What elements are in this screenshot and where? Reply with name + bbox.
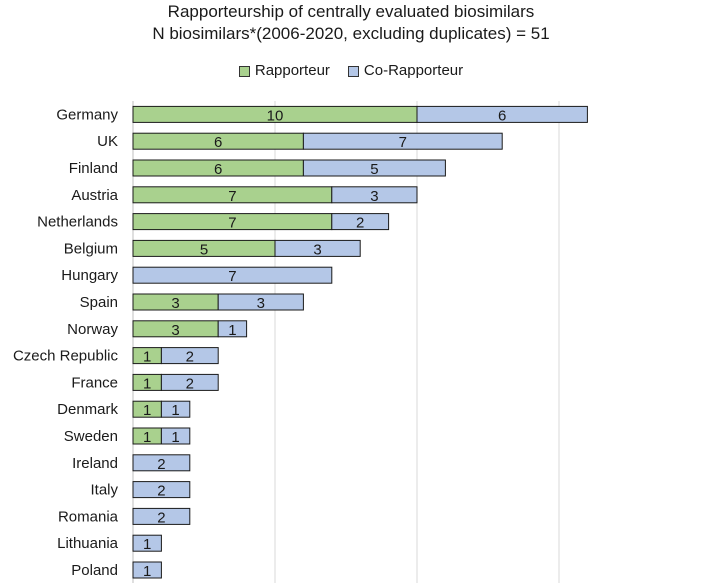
category-label-romania: Romania bbox=[58, 508, 119, 525]
data-label-ireland-co-rapporteur: 2 bbox=[157, 456, 165, 473]
data-label-germany-rapporteur: 10 bbox=[267, 107, 284, 124]
data-label-czech-republic-co-rapporteur: 2 bbox=[186, 349, 194, 366]
category-label-spain: Spain bbox=[80, 294, 118, 311]
category-label-lithuania: Lithuania bbox=[57, 535, 119, 552]
data-label-norway-co-rapporteur: 1 bbox=[228, 322, 236, 339]
category-label-france: France bbox=[71, 374, 118, 391]
data-label-czech-republic-rapporteur: 1 bbox=[143, 349, 151, 366]
category-label-czech-republic: Czech Republic bbox=[13, 348, 119, 365]
category-label-poland: Poland bbox=[71, 562, 118, 579]
data-label-germany-co-rapporteur: 6 bbox=[498, 107, 506, 124]
data-label-poland-co-rapporteur: 1 bbox=[143, 563, 151, 580]
data-label-sweden-co-rapporteur: 1 bbox=[171, 429, 179, 446]
category-label-belgium: Belgium bbox=[64, 240, 118, 257]
data-label-austria-rapporteur: 7 bbox=[228, 188, 236, 205]
category-label-finland: Finland bbox=[69, 160, 118, 177]
category-label-hungary: Hungary bbox=[61, 267, 118, 284]
data-label-hungary-co-rapporteur: 7 bbox=[228, 268, 236, 285]
category-label-germany: Germany bbox=[56, 106, 118, 123]
data-label-france-co-rapporteur: 2 bbox=[186, 375, 194, 392]
data-label-finland-co-rapporteur: 5 bbox=[370, 161, 378, 178]
category-label-uk: UK bbox=[97, 133, 118, 150]
data-label-romania-co-rapporteur: 2 bbox=[157, 509, 165, 526]
data-label-italy-co-rapporteur: 2 bbox=[157, 483, 165, 500]
data-label-france-rapporteur: 1 bbox=[143, 375, 151, 392]
category-label-austria: Austria bbox=[71, 187, 118, 204]
data-label-austria-co-rapporteur: 3 bbox=[370, 188, 378, 205]
category-label-norway: Norway bbox=[67, 321, 118, 338]
data-label-finland-rapporteur: 6 bbox=[214, 161, 222, 178]
data-label-belgium-rapporteur: 5 bbox=[200, 241, 208, 258]
data-label-netherlands-co-rapporteur: 2 bbox=[356, 215, 364, 232]
data-label-norway-rapporteur: 3 bbox=[171, 322, 179, 339]
data-label-spain-co-rapporteur: 3 bbox=[257, 295, 265, 312]
category-label-italy: Italy bbox=[90, 482, 118, 499]
data-label-lithuania-co-rapporteur: 1 bbox=[143, 536, 151, 553]
data-label-netherlands-rapporteur: 7 bbox=[228, 215, 236, 232]
data-label-denmark-co-rapporteur: 1 bbox=[171, 402, 179, 419]
data-label-uk-co-rapporteur: 7 bbox=[399, 134, 407, 151]
category-label-ireland: Ireland bbox=[72, 455, 118, 472]
data-label-spain-rapporteur: 3 bbox=[171, 295, 179, 312]
data-label-denmark-rapporteur: 1 bbox=[143, 402, 151, 419]
category-label-denmark: Denmark bbox=[57, 401, 118, 418]
data-label-sweden-rapporteur: 1 bbox=[143, 429, 151, 446]
category-label-netherlands: Netherlands bbox=[37, 214, 118, 231]
category-label-sweden: Sweden bbox=[64, 428, 118, 445]
data-label-uk-rapporteur: 6 bbox=[214, 134, 222, 151]
bar-chart: Germany 10 6UK 6 7Finland 6 5Austria 7 3Netherla… bbox=[0, 0, 702, 583]
data-label-belgium-co-rapporteur: 3 bbox=[313, 241, 321, 258]
